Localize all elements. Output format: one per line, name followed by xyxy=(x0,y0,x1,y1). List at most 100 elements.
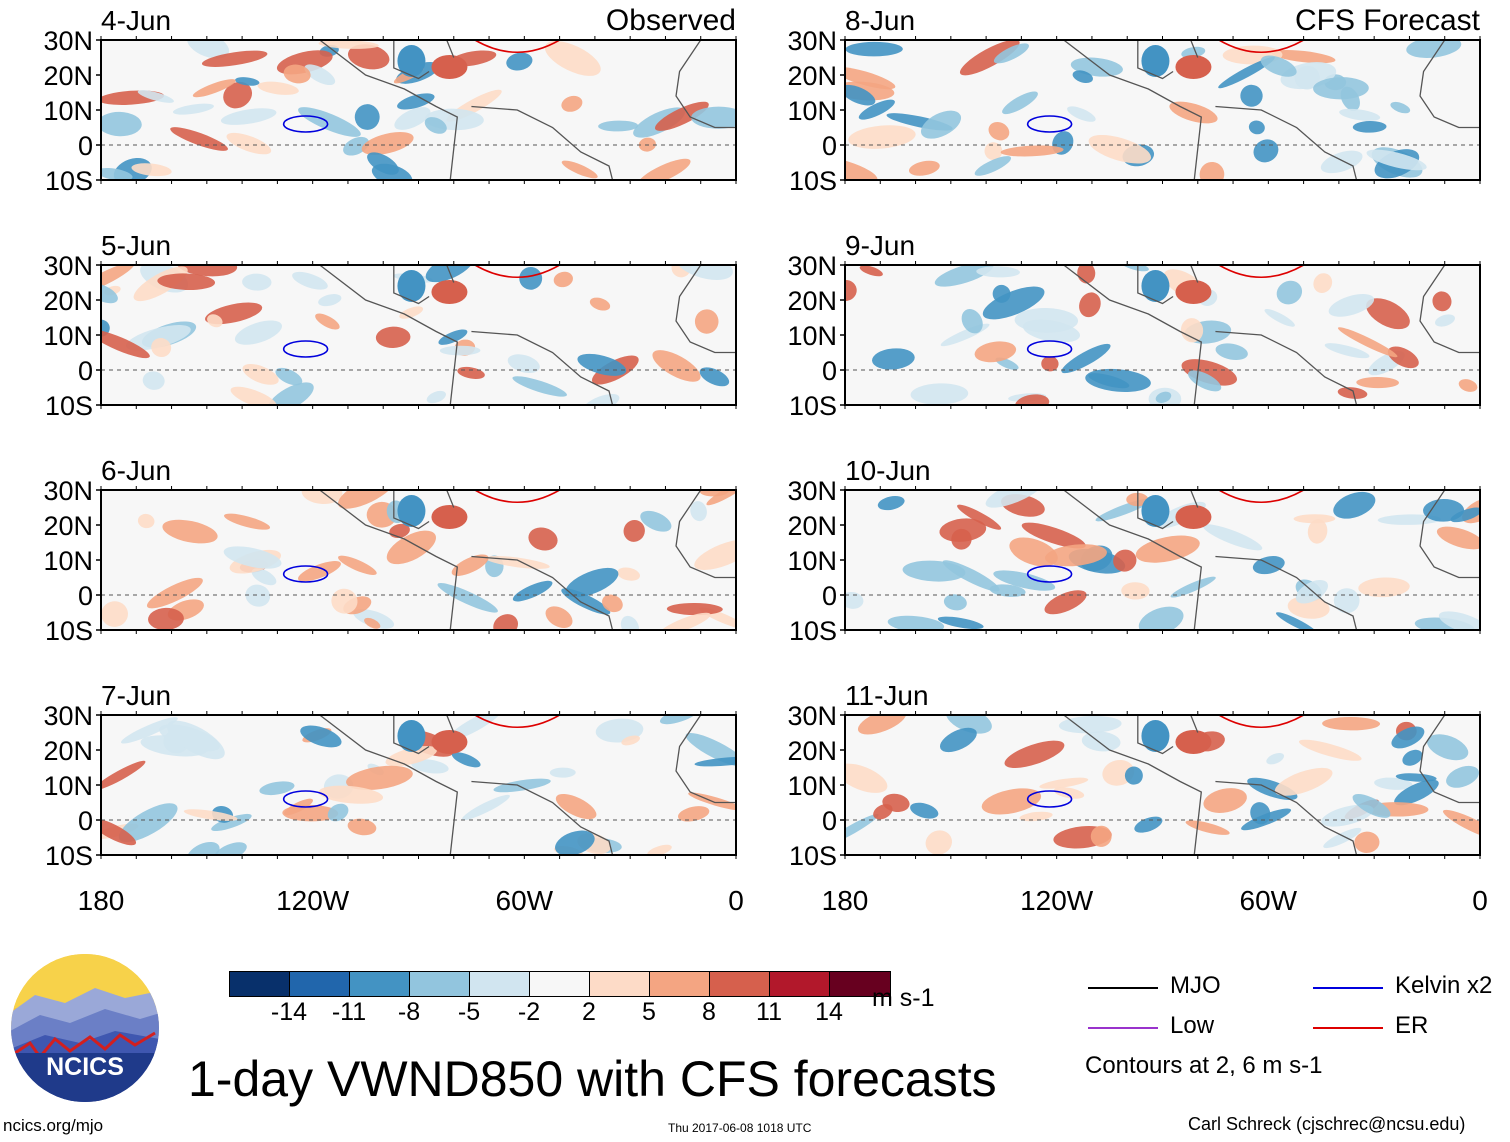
positive-anomaly-shading xyxy=(1298,739,1362,761)
positive-anomaly-shading xyxy=(298,561,341,582)
positive-anomaly-shading xyxy=(1337,387,1368,399)
y-tick-label: 30N xyxy=(787,251,837,281)
er-contour xyxy=(474,265,561,279)
negative-anomaly-shading xyxy=(1391,726,1425,749)
positive-anomaly-shading xyxy=(1442,809,1480,841)
coastline xyxy=(319,265,459,405)
coastline xyxy=(1215,105,1358,180)
x-tick-label: 180 xyxy=(822,885,869,916)
coastline xyxy=(471,330,614,405)
coastline xyxy=(319,490,459,630)
negative-anomaly-shading xyxy=(397,720,426,752)
y-tick-label: 0 xyxy=(822,356,837,386)
y-tick-label: 0 xyxy=(78,581,93,611)
negative-anomaly-shading xyxy=(101,111,142,137)
y-tick-label: 30N xyxy=(787,26,837,56)
positive-anomaly-shading xyxy=(984,142,1003,160)
positive-anomaly-shading xyxy=(375,326,411,348)
positive-anomaly-shading xyxy=(666,602,723,616)
negative-anomaly-shading xyxy=(1352,793,1391,818)
negative-anomaly-shading xyxy=(1264,308,1295,327)
positive-anomaly-shading xyxy=(555,793,597,820)
positive-anomaly-shading xyxy=(1181,359,1237,386)
x-tick-label: 120W xyxy=(1020,885,1094,916)
y-tick-label: 10N xyxy=(43,96,93,126)
positive-anomaly-shading xyxy=(1307,519,1328,544)
positive-anomaly-shading xyxy=(1044,590,1087,615)
negative-anomaly-shading xyxy=(640,510,672,532)
negative-anomaly-shading xyxy=(1339,108,1381,121)
positive-anomaly-shading xyxy=(183,809,238,821)
panel-10-jun: 30N 20N 10N 0 10S 10-Jun xyxy=(787,455,1481,646)
negative-anomaly-shading xyxy=(354,104,380,130)
y-tick-label: 10S xyxy=(45,391,93,421)
coastline xyxy=(1215,555,1358,630)
er-contour xyxy=(1218,265,1305,279)
er-contour xyxy=(474,715,561,729)
positive-anomaly-shading xyxy=(1175,55,1212,79)
y-tick-label: 30N xyxy=(43,26,93,56)
contour-note: Contours at 2, 6 m s-1 xyxy=(1085,1052,1323,1079)
negative-anomaly-shading xyxy=(394,107,431,130)
positive-anomaly-shading xyxy=(315,313,340,330)
negative-anomaly-shading xyxy=(1446,765,1479,788)
anomaly-field xyxy=(101,490,736,630)
negative-anomaly-shading xyxy=(251,568,277,586)
negative-anomaly-shading xyxy=(1295,580,1329,604)
panel-4-jun: 30N 20N 10N 0 10S 4-Jun Observed xyxy=(43,4,737,196)
negative-anomaly-shading xyxy=(1324,343,1370,359)
positive-anomaly-shading xyxy=(399,306,424,319)
positive-anomaly-shading xyxy=(148,607,184,630)
coastline xyxy=(319,40,459,180)
positive-anomaly-shading xyxy=(677,806,710,822)
website-link[interactable]: ncics.org/mjo xyxy=(3,1116,104,1135)
colorbar-cell xyxy=(230,972,290,996)
positive-anomaly-shading xyxy=(151,338,172,358)
coastline xyxy=(1063,265,1203,405)
negative-anomaly-shading xyxy=(989,584,1026,597)
positive-anomaly-shading xyxy=(1090,825,1112,847)
negative-anomaly-shading xyxy=(298,107,361,137)
x-tick-label: 120W xyxy=(276,885,350,916)
negative-anomaly-shading xyxy=(213,842,247,855)
positive-anomaly-shading xyxy=(226,132,272,155)
positive-anomaly-shading xyxy=(157,273,216,291)
negative-anomaly-shading xyxy=(438,329,468,345)
negative-anomaly-shading xyxy=(242,273,272,291)
positive-anomaly-shading xyxy=(544,41,601,76)
negative-anomaly-shading xyxy=(1058,715,1122,734)
y-tick-label: 10N xyxy=(43,546,93,576)
positive-anomaly-shading xyxy=(431,505,468,529)
coastline xyxy=(1063,40,1203,180)
y-tick-label: 30N xyxy=(787,476,837,506)
negative-anomaly-shading xyxy=(555,830,595,855)
coastline xyxy=(1063,490,1203,630)
negative-anomaly-shading xyxy=(845,591,864,609)
negative-anomaly-shading xyxy=(1394,779,1439,806)
y-tick-label: 30N xyxy=(787,701,837,731)
negative-anomaly-shading xyxy=(872,348,915,370)
colorbar-tick-label: 2 xyxy=(582,998,596,1026)
coastline xyxy=(1215,330,1358,405)
anomaly-field xyxy=(101,715,736,855)
negative-anomaly-shading xyxy=(985,490,1044,508)
positive-anomaly-shading xyxy=(361,132,414,155)
positive-anomaly-shading xyxy=(162,519,218,544)
kelvin-contour xyxy=(1026,115,1073,133)
negative-anomaly-shading xyxy=(1321,804,1374,827)
x-tick-label: 0 xyxy=(728,885,744,916)
positive-anomaly-shading xyxy=(347,44,390,70)
y-tick-label: 10N xyxy=(787,546,837,576)
negative-anomaly-shading xyxy=(1085,368,1151,393)
negative-anomaly-shading xyxy=(1181,46,1206,59)
positive-anomaly-shading xyxy=(1354,831,1380,853)
kelvin-contour xyxy=(282,115,329,133)
positive-anomaly-shading xyxy=(1199,161,1225,180)
panel-date-label: 11-Jun xyxy=(845,680,929,711)
negative-anomaly-shading xyxy=(1275,612,1317,630)
negative-anomaly-shading xyxy=(1423,499,1465,522)
negative-anomaly-shading xyxy=(235,77,260,86)
legend-label: Kelvin x2 xyxy=(1395,972,1493,999)
positive-anomaly-shading xyxy=(318,785,384,804)
negative-anomaly-shading xyxy=(1141,495,1170,527)
